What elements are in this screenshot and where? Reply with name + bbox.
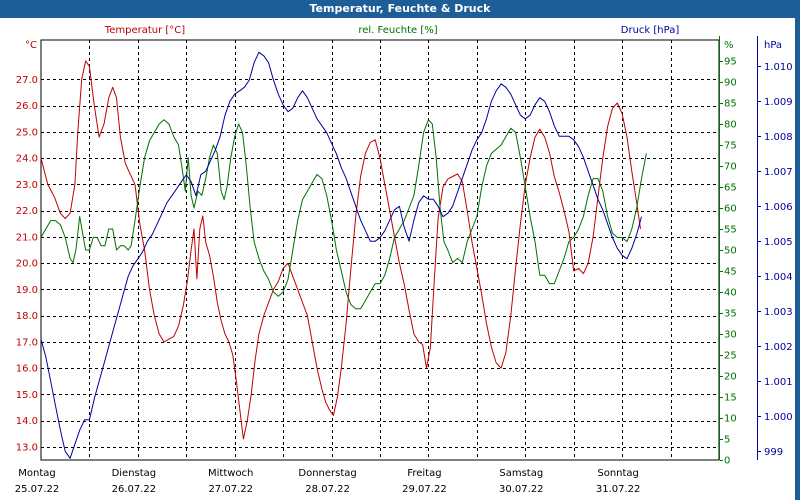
temperature-tick-label: 24.0 xyxy=(16,154,38,165)
x-date-label: 25.07.22 xyxy=(15,484,60,495)
temperature-tick-label: 15.0 xyxy=(16,390,38,401)
pressure-tick-label: 1.003 xyxy=(764,307,793,318)
temperature-tick-label: 22.0 xyxy=(16,206,38,217)
pressure-tick-label: 1.001 xyxy=(764,377,793,388)
humidity-tick-label: 95 xyxy=(724,57,737,68)
pressure-tick-label: 1.002 xyxy=(764,342,793,353)
temperature-tick-label: 18.0 xyxy=(16,311,38,322)
x-day-label: Donnerstag xyxy=(298,468,356,479)
temperature-series-line xyxy=(40,60,641,440)
humidity-tick-label: 80 xyxy=(724,120,737,131)
pressure-tick-label: 1.006 xyxy=(764,202,793,213)
humidity-tick-label: 70 xyxy=(724,162,737,173)
humidity-tick-label: 45 xyxy=(724,267,737,278)
temperature-unit-label: °C xyxy=(25,40,37,51)
humidity-tick-label: 85 xyxy=(724,99,737,110)
temperature-tick-label: 25.0 xyxy=(16,127,38,138)
humidity-axis-title: rel. Feuchte [%] xyxy=(358,25,437,36)
x-day-label: Freitag xyxy=(407,468,441,479)
x-date-label: 26.07.22 xyxy=(112,484,157,495)
humidity-series-line xyxy=(40,119,647,310)
humidity-tick-label: 90 xyxy=(724,78,737,89)
x-date-label: 28.07.22 xyxy=(305,484,350,495)
pressure-tick-label: 1.010 xyxy=(764,62,793,73)
x-day-label: Samstag xyxy=(499,468,543,479)
pressure-tick-label: 1.000 xyxy=(764,412,793,423)
humidity-tick-label: 60 xyxy=(724,204,737,215)
humidity-tick-label: 50 xyxy=(724,246,737,257)
humidity-tick-label: 20 xyxy=(724,372,737,383)
temperature-tick-label: 16.0 xyxy=(16,364,38,375)
pressure-tick-label: 999 xyxy=(764,447,783,458)
humidity-tick-label: 0 xyxy=(724,456,730,467)
humidity-unit-label: % xyxy=(724,40,734,51)
pressure-axis-title: Druck [hPa] xyxy=(621,25,680,36)
temperature-tick-label: 21.0 xyxy=(16,232,38,243)
temperature-tick-label: 27.0 xyxy=(16,75,38,86)
pressure-tick-label: 1.004 xyxy=(764,272,793,283)
x-day-label: Mittwoch xyxy=(208,468,253,479)
x-day-label: Dienstag xyxy=(112,468,157,479)
x-day-label: Montag xyxy=(18,468,55,479)
humidity-tick-label: 40 xyxy=(724,288,737,299)
x-date-label: 27.07.22 xyxy=(208,484,253,495)
temperature-tick-label: 14.0 xyxy=(16,416,38,427)
temperature-tick-label: 13.0 xyxy=(16,442,38,453)
temperature-axis-title: Temperatur [°C] xyxy=(104,25,185,36)
temperature-tick-label: 19.0 xyxy=(16,285,38,296)
pressure-series-line xyxy=(40,51,642,459)
humidity-tick-label: 5 xyxy=(724,435,730,446)
humidity-tick-label: 25 xyxy=(724,351,737,362)
humidity-tick-label: 30 xyxy=(724,330,737,341)
humidity-tick-label: 10 xyxy=(724,414,737,425)
pressure-tick-label: 1.009 xyxy=(764,97,793,108)
pressure-unit-label: hPa xyxy=(764,40,782,51)
x-day-label: Sonntag xyxy=(597,468,639,479)
x-date-label: 30.07.22 xyxy=(499,484,544,495)
pressure-tick-label: 1.005 xyxy=(764,237,793,248)
chart-title: Temperatur, Feuchte & Druck xyxy=(0,0,800,18)
x-date-label: 29.07.22 xyxy=(402,484,447,495)
humidity-tick-label: 35 xyxy=(724,309,737,320)
humidity-tick-label: 55 xyxy=(724,225,737,236)
temperature-tick-label: 26.0 xyxy=(16,101,38,112)
humidity-tick-label: 65 xyxy=(724,183,737,194)
pressure-tick-label: 1.008 xyxy=(764,132,793,143)
temperature-tick-label: 20.0 xyxy=(16,259,38,270)
right-border xyxy=(795,18,800,500)
humidity-tick-label: 15 xyxy=(724,393,737,404)
temperature-tick-label: 23.0 xyxy=(16,180,38,191)
humidity-tick-label: 75 xyxy=(724,141,737,152)
pressure-tick-label: 1.007 xyxy=(764,167,793,178)
temperature-tick-label: 17.0 xyxy=(16,337,38,348)
x-date-label: 31.07.22 xyxy=(596,484,641,495)
